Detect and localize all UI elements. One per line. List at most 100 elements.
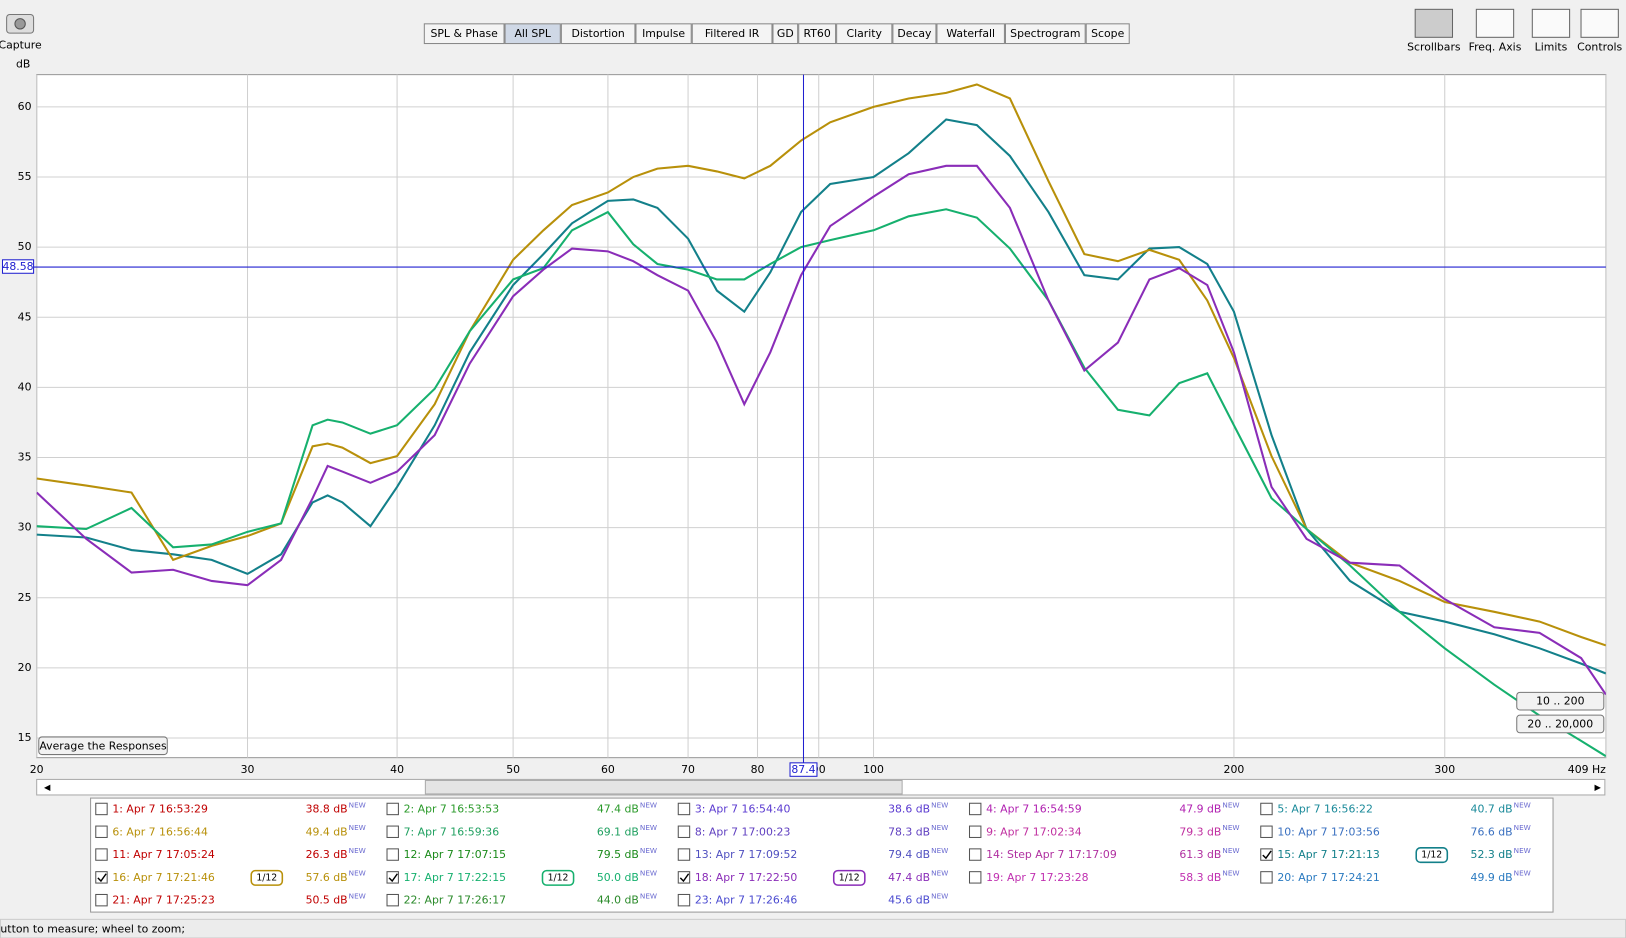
checkbox[interactable] xyxy=(677,802,691,816)
new-tag: NEW xyxy=(1222,823,1239,832)
tool-button[interactable]: Controls xyxy=(1577,8,1622,54)
tab[interactable]: RT60 xyxy=(798,23,837,45)
measurement-item[interactable]: 20: Apr 7 17:24:21 49.9 dB NEW xyxy=(1260,869,1531,884)
measurement-item[interactable]: 12: Apr 7 17:07:15 79.5 dB NEW xyxy=(386,846,657,861)
measurement-item[interactable]: 19: Apr 7 17:23:28 58.3 dB NEW xyxy=(968,869,1240,884)
measurement-item[interactable]: 3: Apr 7 16:54:40 38.6 dB NEW xyxy=(677,800,948,816)
tab[interactable]: Clarity xyxy=(836,23,893,45)
tool-button[interactable]: Scrollbars xyxy=(1407,8,1461,54)
checkbox[interactable] xyxy=(968,802,982,816)
series-line xyxy=(36,208,1606,758)
measurement-level: 52.3 dB xyxy=(1471,848,1513,861)
new-tag: NEW xyxy=(640,892,657,901)
checkbox[interactable] xyxy=(386,893,399,907)
measurement-item[interactable]: 7: Apr 7 16:59:36 69.1 dB NEW xyxy=(386,823,657,838)
measurement-item[interactable]: 8: Apr 7 17:00:23 78.3 dB NEW xyxy=(677,823,948,838)
y-tick-label: 50 xyxy=(18,240,32,253)
measurement-level: 38.8 dB xyxy=(306,802,348,815)
tab[interactable]: Scope xyxy=(1085,23,1130,45)
x-tick-label: 70 xyxy=(681,763,695,776)
checkbox[interactable] xyxy=(968,825,982,838)
measurement-level: 49.4 dB xyxy=(306,825,348,838)
tab[interactable]: Impulse xyxy=(635,23,692,45)
measurement-item[interactable]: 22: Apr 7 17:26:17 44.0 dB NEW xyxy=(386,892,657,907)
checkbox[interactable] xyxy=(1260,871,1273,884)
measurement-item[interactable]: 1: Apr 7 16:53:29 38.8 dB NEW xyxy=(95,800,366,816)
measurement-item[interactable]: 5: Apr 7 16:56:22 40.7 dB NEW xyxy=(1260,800,1531,816)
scrollbar-thumb[interactable] xyxy=(424,779,903,795)
checkbox[interactable] xyxy=(677,893,691,907)
new-tag: NEW xyxy=(349,846,366,855)
tab-bg xyxy=(691,23,773,45)
tool-label: Limits xyxy=(1535,41,1568,54)
measurement-item[interactable]: 13: Apr 7 17:09:52 79.4 dB NEW xyxy=(677,846,948,861)
checkbox[interactable] xyxy=(677,848,691,861)
measurement-level: 45.6 dB xyxy=(888,894,930,907)
tab-label: Impulse xyxy=(642,27,685,40)
checkbox[interactable] xyxy=(95,825,108,838)
smoothing-label: 1/12 xyxy=(1421,850,1442,861)
measurement-label: 7: Apr 7 16:59:36 xyxy=(404,825,500,838)
tab[interactable]: SPL & Phase xyxy=(423,23,505,45)
measurement-item[interactable]: 17: Apr 7 17:22:15 1/12 50.0 dB NEW xyxy=(386,869,657,886)
button[interactable]: 20 .. 20,000 xyxy=(1516,714,1605,734)
measurement-item[interactable]: 2: Apr 7 16:53:53 47.4 dB NEW xyxy=(386,800,657,816)
measurement-item[interactable]: 9: Apr 7 17:02:34 79.3 dB NEW xyxy=(968,823,1240,838)
measurement-item[interactable]: 10: Apr 7 17:03:56 76.6 dB NEW xyxy=(1260,823,1531,838)
checkbox[interactable] xyxy=(968,848,982,861)
measurement-label: 4: Apr 7 16:54:59 xyxy=(986,802,1082,815)
measurement-item[interactable]: 11: Apr 7 17:05:24 26.3 dB NEW xyxy=(95,846,366,861)
tool-button[interactable]: Freq. Axis xyxy=(1469,8,1522,54)
measurement-item[interactable]: 4: Apr 7 16:54:59 47.9 dB NEW xyxy=(968,800,1240,816)
checkmark xyxy=(97,873,107,883)
tool-button[interactable]: Limits xyxy=(1531,8,1571,54)
checkbox[interactable] xyxy=(677,825,691,838)
measurement-item[interactable]: 21: Apr 7 17:25:23 50.5 dB NEW xyxy=(95,892,366,907)
checkbox[interactable] xyxy=(95,893,108,907)
measurement-item[interactable]: 14: Step Apr 7 17:17:09 61.3 dB NEW xyxy=(968,846,1240,861)
tab[interactable]: Filtered IR xyxy=(691,23,773,45)
new-tag: NEW xyxy=(1514,869,1531,878)
measurement-label: 21: Apr 7 17:25:23 xyxy=(112,894,215,907)
measurement-item[interactable]: 16: Apr 7 17:21:46 1/12 57.6 dB NEW xyxy=(95,869,366,886)
button[interactable]: 10 .. 200 xyxy=(1516,691,1605,711)
checkbox[interactable] xyxy=(386,802,399,816)
checkbox[interactable] xyxy=(95,848,108,861)
scroll-left[interactable]: ◀ xyxy=(44,782,51,792)
measurement-item[interactable]: 15: Apr 7 17:21:13 1/12 52.3 dB NEW xyxy=(1260,846,1531,864)
new-tag: NEW xyxy=(349,869,366,878)
checkbox[interactable] xyxy=(1260,848,1273,861)
y-tick-label: 40 xyxy=(18,380,32,393)
tab[interactable]: GD xyxy=(772,23,799,45)
capture-button[interactable]: Capture xyxy=(0,13,42,52)
checkbox[interactable] xyxy=(386,871,399,884)
button[interactable]: Average the Responses xyxy=(38,736,168,756)
checkbox[interactable] xyxy=(95,802,108,816)
checkbox[interactable] xyxy=(968,871,982,884)
tab[interactable]: Distortion xyxy=(560,23,636,45)
tab[interactable]: Spectrogram xyxy=(1004,23,1086,45)
checkbox[interactable] xyxy=(386,825,399,838)
measurement-label: 10: Apr 7 17:03:56 xyxy=(1277,825,1380,838)
measurement-item[interactable]: 18: Apr 7 17:22:50 1/12 47.4 dB NEW xyxy=(677,869,948,886)
plot-area[interactable] xyxy=(36,74,1607,759)
checkbox[interactable] xyxy=(1260,825,1273,838)
tab-bg xyxy=(504,23,561,45)
scroll-right[interactable]: ▶ xyxy=(1594,782,1601,792)
checkbox[interactable] xyxy=(677,871,691,884)
series-line xyxy=(36,118,1606,675)
x-tick-label: 50 xyxy=(506,763,520,776)
y-axis-label: dB xyxy=(16,57,30,70)
tab[interactable]: Waterfall xyxy=(936,23,1005,45)
measurement-item[interactable]: 6: Apr 7 16:56:44 49.4 dB NEW xyxy=(95,823,366,838)
measurement-label: 14: Step Apr 7 17:17:09 xyxy=(986,848,1117,861)
checkbox[interactable] xyxy=(95,871,108,884)
checkbox[interactable] xyxy=(1260,802,1273,816)
tab[interactable]: Decay xyxy=(892,23,937,45)
new-tag: NEW xyxy=(931,892,948,901)
measurement-item[interactable]: 23: Apr 7 17:26:46 45.6 dB NEW xyxy=(677,892,948,907)
checkbox[interactable] xyxy=(386,848,399,861)
y-tick-label: 30 xyxy=(18,521,32,534)
tab[interactable]: All SPL xyxy=(504,23,561,45)
tab-label: RT60 xyxy=(804,27,831,40)
